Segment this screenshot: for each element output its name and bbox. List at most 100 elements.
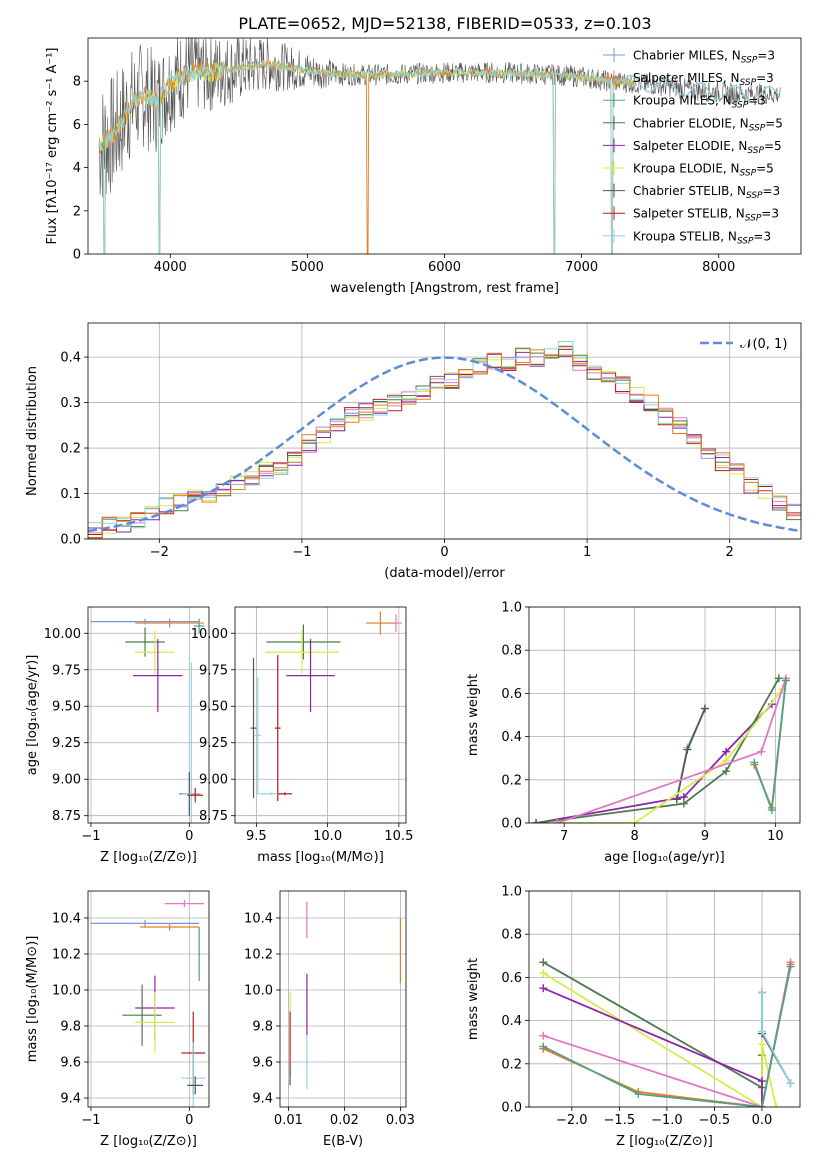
y-tick-label: 4 xyxy=(73,161,81,176)
histogram-step xyxy=(88,345,801,538)
y-tick-label: 0.2 xyxy=(60,442,81,457)
x-tick-label: −1 xyxy=(292,545,311,560)
y-tick-label: 8.75 xyxy=(52,809,81,824)
y-tick-label: 9.00 xyxy=(199,773,228,788)
weight_vs_z-panel: −2.0 −1.5 −1.0 −0.5 0.0 0.0 0.2 0.4 0.6 0.8 1.0 Z [… xyxy=(466,885,801,1149)
y-tick-label: 10.0 xyxy=(52,984,81,999)
model-spectrum-line xyxy=(98,60,637,254)
y-tick-label: 9.25 xyxy=(199,736,228,751)
plot-area xyxy=(90,900,206,1107)
y-tick-label: 0.4 xyxy=(501,730,522,745)
x-tick-label: 10 xyxy=(767,829,784,844)
y-tick-label: 0.0 xyxy=(60,533,81,548)
y-tick-label: 8.75 xyxy=(199,809,228,824)
x-tick-label: −1 xyxy=(81,829,100,844)
x-tick-label: 0.02 xyxy=(330,1113,359,1128)
x-tick-label: 0.03 xyxy=(386,1113,415,1128)
axes-frame xyxy=(87,890,210,1108)
x-tick-label: −1.5 xyxy=(604,1113,636,1128)
plot-area xyxy=(88,341,801,539)
axes-frame xyxy=(87,37,802,255)
y-tick-label: 0.6 xyxy=(501,687,522,702)
y-tick-label: 10.00 xyxy=(44,627,81,642)
weight-series-line xyxy=(542,987,763,1107)
x-axis-label: wavelength [Angstrom, rest frame] xyxy=(330,281,559,296)
x-axis-label: Z [log₁₀(Z/Z⊙)] xyxy=(100,1134,197,1149)
x-tick-label: 8 xyxy=(630,829,638,844)
legend-label: Kroupa ELODIE, NSSP=5 xyxy=(633,162,774,179)
histogram-step xyxy=(88,341,801,529)
observed-spectrum-line xyxy=(98,38,781,198)
y-tick-label: 0.1 xyxy=(60,487,81,502)
y-tick-label: 9.6 xyxy=(252,1056,273,1071)
y-tick-label: 0.8 xyxy=(501,928,522,943)
y-tick-label: 10.2 xyxy=(52,948,81,963)
axes-frame xyxy=(279,890,407,1108)
y-tick-label: 6 xyxy=(73,118,81,133)
plot-area xyxy=(289,901,401,1089)
legend-label: Chabrier ELODIE, NSSP=5 xyxy=(633,116,783,133)
weight-series-line xyxy=(556,678,787,823)
histogram-step xyxy=(88,349,801,539)
weight_vs_age-panel: 7 8 9 10 0.0 0.2 0.4 0.6 0.8 1.0 age [log₁₀(age/yr… xyxy=(466,601,801,865)
axes-frame xyxy=(87,606,210,824)
x-tick-label: 7000 xyxy=(565,260,598,275)
legend-label: Chabrier MILES, NSSP=3 xyxy=(633,49,775,66)
x-axis-label: mass [log₁₀(M/M⊙)] xyxy=(257,850,384,865)
y-tick-label: 0.3 xyxy=(60,396,81,411)
y-tick-label: 10.4 xyxy=(52,912,81,927)
legend-label: Kroupa MILES, NSSP=3 xyxy=(633,94,766,111)
x-tick-label: 9 xyxy=(701,829,709,844)
axes-frame xyxy=(234,606,407,824)
y-tick-label: 0.4 xyxy=(60,351,81,366)
x-tick-label: 6000 xyxy=(428,260,461,275)
y-tick-label: 9.75 xyxy=(199,663,228,678)
y-tick-label: 8 xyxy=(73,75,81,90)
legend-label: 𝒩(0, 1) xyxy=(740,337,787,352)
spectrum-panel: 4000 5000 6000 7000 8000 0 2 4 6 8 wavelength [Ang… xyxy=(45,37,802,296)
spectrum-legend: Chabrier MILES, NSSP=3 Salpeter MILES, NS… xyxy=(603,48,783,246)
x-tick-label: 7 xyxy=(560,829,568,844)
weight-series-line xyxy=(542,966,792,1107)
x-tick-label: 10.5 xyxy=(384,829,413,844)
y-tick-label: 0.2 xyxy=(501,1057,522,1072)
weight-series-line xyxy=(675,708,706,800)
y-tick-label: 0.0 xyxy=(501,817,522,832)
axes-frame xyxy=(87,322,802,540)
y-tick-label: 0.6 xyxy=(501,971,522,986)
y-tick-label: 9.8 xyxy=(60,1020,81,1035)
x-tick-label: 0 xyxy=(440,545,448,560)
y-tick-label: 0.8 xyxy=(501,644,522,659)
y-tick-label: 9.50 xyxy=(199,700,228,715)
x-tick-label: 0 xyxy=(185,1113,193,1128)
plot-area xyxy=(250,611,402,802)
weight-series-line xyxy=(535,703,773,823)
y-tick-label: 9.00 xyxy=(52,773,81,788)
weight-series-line xyxy=(557,688,784,823)
age_vs_mass-panel: 9.5 10.0 10.5 8.75 9.00 9.25 9.50 9.75 10.00 mass… xyxy=(191,606,413,865)
plot-area xyxy=(532,674,790,823)
y-tick-label: 1.0 xyxy=(501,885,522,900)
y-axis-label: age [log₁₀(age/yr)] xyxy=(25,655,40,776)
plot-area xyxy=(90,618,205,823)
x-axis-label: Z [log₁₀(Z/Z⊙)] xyxy=(100,850,197,865)
x-axis-label: age [log₁₀(age/yr)] xyxy=(604,850,725,865)
histogram-step xyxy=(88,346,801,534)
weight-series-line xyxy=(753,680,787,809)
weight-series-line xyxy=(542,961,763,1090)
weight-series-line xyxy=(535,677,780,823)
x-tick-label: −1 xyxy=(81,1113,100,1128)
y-tick-label: 1.0 xyxy=(501,601,522,616)
x-tick-label: 4000 xyxy=(154,260,187,275)
plot-area xyxy=(98,38,781,254)
y-tick-label: 9.25 xyxy=(52,736,81,751)
x-tick-label: 2 xyxy=(726,545,734,560)
y-tick-label: 10.4 xyxy=(244,912,273,927)
mass_vs_ebv-panel: 0.01 0.02 0.03 9.4 9.6 9.8 10.0 10.2 10.4 E(B-V) xyxy=(244,890,415,1149)
age_vs_z-panel: −1 0 8.75 9.00 9.25 9.50 9.75 10.00 Z [log₁₀(Z/Z… xyxy=(25,606,210,865)
mass_vs_z-panel: −1 0 9.4 9.6 9.8 10.0 10.2 10.4 Z [log₁₀(Z/Z⊙)] m… xyxy=(25,890,210,1149)
x-tick-label: 0 xyxy=(185,829,193,844)
histogram-step xyxy=(88,348,801,539)
